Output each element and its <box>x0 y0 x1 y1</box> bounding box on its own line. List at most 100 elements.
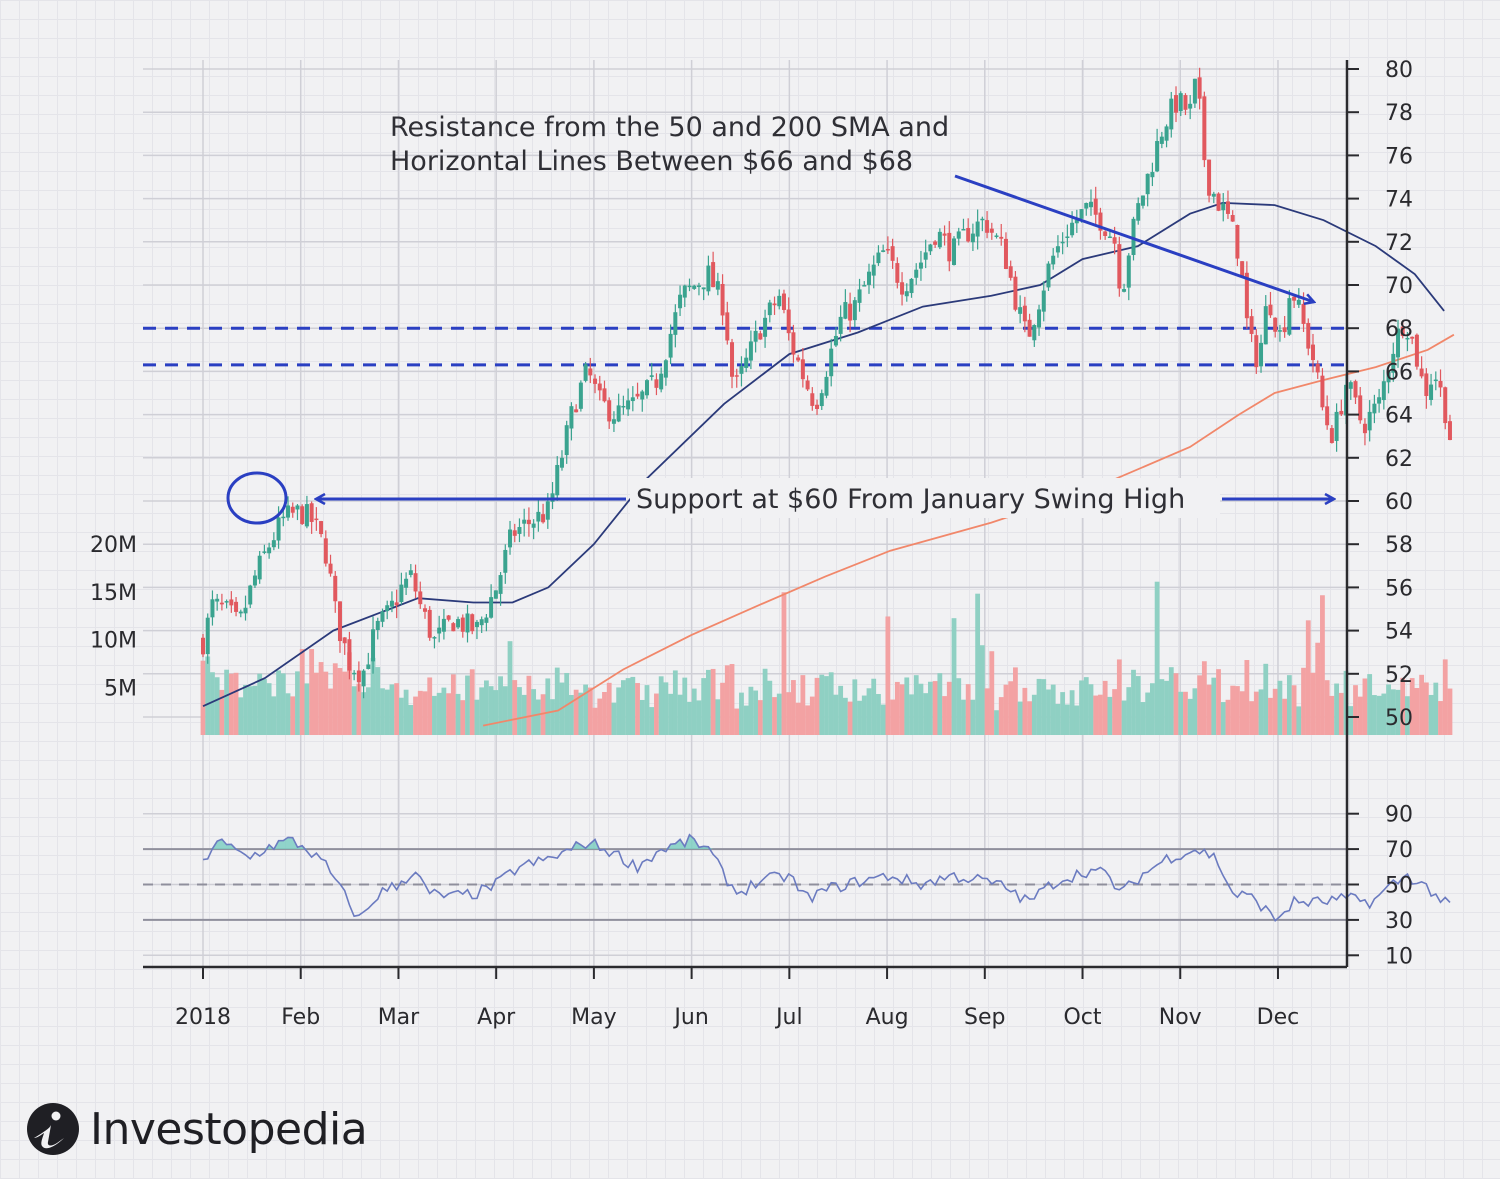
candle-body <box>465 613 470 633</box>
candle-body <box>271 540 276 548</box>
price-tick-label: 56 <box>1385 576 1413 601</box>
candle-body <box>361 670 366 687</box>
brand-logo: Investopedia <box>26 1094 368 1164</box>
volume-bar <box>1320 595 1325 735</box>
candle-body <box>1429 384 1434 400</box>
candle-body <box>1244 272 1249 319</box>
candle-body <box>267 547 272 554</box>
volume-bar <box>1315 642 1321 735</box>
candle-body <box>441 618 446 632</box>
candle-body <box>408 570 413 575</box>
volume-bar <box>904 677 910 735</box>
volume-bar <box>1357 696 1363 735</box>
volume-bar <box>578 692 584 735</box>
volume-bar <box>710 668 716 735</box>
volume-bar <box>871 678 877 735</box>
candle-body <box>366 664 371 669</box>
volume-bar <box>970 699 976 735</box>
volume-bar <box>913 675 919 735</box>
candle-body <box>1249 316 1254 334</box>
volume-bar <box>1268 697 1273 735</box>
rsi-panel <box>143 833 1451 922</box>
volume-bar <box>280 673 286 735</box>
candle-body <box>626 400 631 410</box>
volume-bar <box>677 694 683 735</box>
candle-body <box>1093 198 1098 215</box>
volume-bar <box>441 687 447 735</box>
x-tick-label: Jun <box>672 1005 708 1030</box>
candle-body <box>342 637 347 644</box>
volume-bar <box>649 707 655 735</box>
volume-bar <box>1159 679 1165 735</box>
volume-bar <box>909 694 914 735</box>
volume-bar <box>1027 701 1032 735</box>
candle-body <box>1188 103 1193 109</box>
volume-bar <box>224 669 230 735</box>
volume-bar <box>672 670 678 735</box>
volume-bar <box>984 688 990 735</box>
volume-bar <box>398 697 404 735</box>
volume-bar <box>474 699 480 735</box>
candle-body <box>1235 225 1240 259</box>
volume-bars <box>200 581 1453 735</box>
candle-body <box>791 332 796 355</box>
volume-tick-label: 15M <box>90 581 137 606</box>
volume-bar <box>1173 673 1179 735</box>
volume-bar <box>1433 682 1439 735</box>
candle-body <box>848 303 853 321</box>
volume-bar <box>545 678 551 735</box>
candle-body <box>1405 337 1410 340</box>
volume-bar <box>375 667 381 735</box>
candle-body <box>1292 296 1297 301</box>
candle-body <box>281 516 286 519</box>
volume-bar <box>729 664 735 735</box>
candle-body <box>1103 231 1108 236</box>
candle-body <box>1348 382 1353 389</box>
candle-body <box>371 629 376 662</box>
volume-bar <box>937 673 943 735</box>
volume-bar <box>332 663 338 735</box>
volume-bar <box>318 662 324 735</box>
volume-bar <box>1083 677 1089 735</box>
volume-bar <box>658 676 664 735</box>
volume-bar <box>1031 694 1037 735</box>
volume-bar <box>1305 620 1311 735</box>
volume-bar <box>753 690 759 735</box>
candle-body <box>1320 375 1325 408</box>
volume-bar <box>979 645 985 735</box>
volume-bar <box>1216 669 1221 735</box>
candle-body <box>961 229 966 231</box>
candle-body <box>1306 322 1311 349</box>
volume-bar <box>1367 674 1373 735</box>
volume-bar <box>1400 677 1406 735</box>
candle-body <box>286 505 291 518</box>
volume-bar <box>965 684 971 735</box>
volume-bar <box>1055 703 1061 735</box>
candle-body <box>758 333 763 340</box>
price-tick-label: 72 <box>1385 231 1413 256</box>
candle-body <box>229 599 234 606</box>
price-tick-label: 66 <box>1385 360 1413 385</box>
volume-bar <box>715 699 721 735</box>
candle-body <box>569 406 574 429</box>
investopedia-logo-icon <box>27 1103 79 1155</box>
volume-bar <box>347 652 352 735</box>
volume-bar <box>1442 659 1448 735</box>
candle-body <box>815 404 820 409</box>
candle-body <box>777 295 782 307</box>
candle-body <box>1277 330 1282 332</box>
candle-body <box>333 575 338 602</box>
candle-body <box>1008 266 1013 278</box>
volume-bar <box>866 688 872 735</box>
candle-body <box>1273 317 1278 332</box>
volume-bar <box>1362 678 1368 735</box>
volume-bar <box>290 696 296 735</box>
price-tick-label: 74 <box>1385 188 1413 213</box>
price-tick-label: 80 <box>1385 58 1413 83</box>
candle-body <box>1197 77 1202 99</box>
volume-bar <box>1116 659 1122 735</box>
candle-body <box>503 549 508 573</box>
candle-body <box>682 285 687 298</box>
x-tick-label: Jul <box>774 1005 803 1030</box>
candle-body <box>1098 212 1103 231</box>
